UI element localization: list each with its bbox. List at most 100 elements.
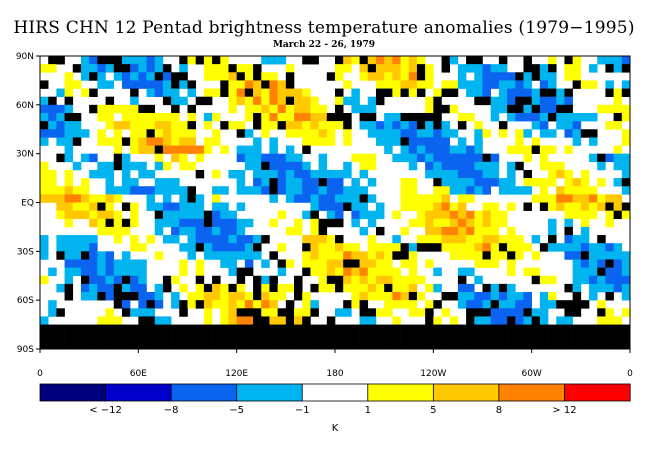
anomaly-cell [408,292,418,301]
anomaly-cell [187,161,196,171]
anomaly-cell [212,194,221,203]
anomaly-cell [130,332,139,342]
anomaly-cell [310,308,319,317]
anomaly-cell [539,121,549,130]
anomaly-cell [162,129,172,138]
anomaly-cell [597,235,606,244]
anomaly-cell [154,332,164,342]
anomaly-cell [228,259,237,268]
anomaly-cell [228,121,237,130]
anomaly-cell [130,88,139,97]
anomaly-cell [277,210,287,220]
anomaly-cell [154,292,164,301]
anomaly-cell [572,243,582,252]
anomaly-cell [89,283,98,293]
anomaly-cell [179,340,188,350]
anomaly-cell [146,80,156,89]
anomaly-cell [294,275,303,285]
anomaly-cell [482,226,491,236]
anomaly-cell [195,332,205,342]
anomaly-cell [154,300,164,309]
anomaly-cell [408,129,418,138]
anomaly-cell [457,72,467,81]
anomaly-cell [302,235,311,244]
anomaly-cell [179,332,188,342]
anomaly-cell [261,153,270,163]
anomaly-cell [597,259,606,268]
anomaly-cell [343,80,352,89]
anomaly-cell [343,121,352,130]
anomaly-cell [384,129,393,138]
anomaly-cell [515,161,524,171]
anomaly-cell [285,194,295,203]
anomaly-cell [457,202,467,211]
anomaly-cell [203,316,213,325]
anomaly-cell [408,186,418,195]
anomaly-cell [277,153,287,163]
anomaly-cell [121,137,131,146]
anomaly-cell [212,332,221,342]
anomaly-cell [515,88,524,97]
anomaly-cell [408,194,418,203]
anomaly-map [40,56,631,350]
anomaly-cell [392,153,401,163]
anomaly-cell [531,145,541,154]
anomaly-cell [228,104,237,114]
anomaly-cell [89,332,98,342]
anomaly-cell [121,80,131,89]
anomaly-cell [187,80,196,89]
anomaly-cell [48,186,57,195]
anomaly-cell [441,226,451,236]
anomaly-cell [408,324,418,334]
anomaly-cell [375,72,385,81]
anomaly-cell [253,251,262,260]
anomaly-cell [359,56,369,65]
anomaly-cell [64,137,74,146]
anomaly-cell [195,202,205,211]
anomaly-cell [539,104,549,114]
anomaly-cell [179,186,188,195]
anomaly-cell [425,104,434,114]
anomaly-cell [441,137,451,146]
anomaly-cell [457,64,467,73]
anomaly-cell [466,88,475,97]
anomaly-cell [203,251,213,260]
anomaly-cell [130,56,139,65]
anomaly-cell [80,129,90,138]
anomaly-cell [48,56,57,65]
anomaly-cell [335,218,344,228]
anomaly-cell [351,332,360,342]
anomaly-cell [121,275,131,285]
anomaly-cell [220,292,229,301]
anomaly-cell [539,153,549,163]
anomaly-cell [474,129,483,138]
anomaly-cell [310,243,319,252]
anomaly-cell [367,292,377,301]
anomaly-cell [220,340,229,350]
anomaly-cell [400,202,410,211]
anomaly-cell [121,178,131,187]
anomaly-cell [474,96,483,106]
anomaly-cell [433,186,442,195]
anomaly-cell [236,275,246,285]
anomaly-cell [203,121,213,130]
anomaly-cell [130,186,139,195]
anomaly-cell [113,218,123,228]
anomaly-cell [580,112,590,122]
anomaly-cell [89,210,98,220]
anomaly-cell [80,235,90,244]
anomaly-cell [621,251,631,260]
anomaly-cell [138,137,147,146]
anomaly-cell [572,186,582,195]
anomaly-cell [507,292,516,301]
anomaly-cell [441,332,451,342]
anomaly-cell [433,96,442,106]
anomaly-cell [490,308,500,317]
anomaly-cell [589,129,598,138]
anomaly-cell [621,283,631,293]
anomaly-cell [253,340,262,350]
anomaly-cell [523,80,532,89]
anomaly-cell [326,72,336,81]
anomaly-cell [572,332,582,342]
anomaly-cell [220,145,229,154]
